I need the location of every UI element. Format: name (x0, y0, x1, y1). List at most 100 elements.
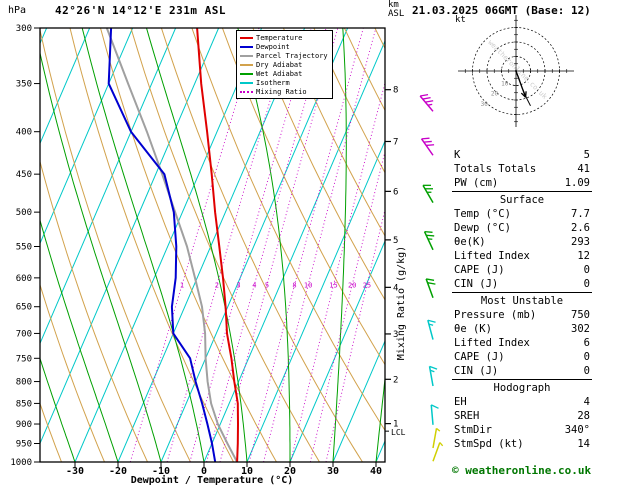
temperature-line-swatch (240, 36, 253, 39)
svg-text:1: 1 (180, 281, 184, 289)
svg-text:850: 850 (16, 399, 32, 409)
section-title: Hodograph (493, 382, 551, 394)
svg-text:3: 3 (236, 281, 240, 289)
svg-text:7: 7 (393, 137, 398, 147)
svg-text:2: 2 (215, 281, 219, 289)
stat-label: θe (K) (454, 323, 492, 335)
stat-value: 14 (577, 438, 590, 450)
svg-text:700: 700 (16, 329, 32, 339)
x-axis-label: Dewpoint / Temperature (°C) (131, 474, 294, 486)
stat-label: PW (cm) (454, 177, 499, 189)
isotherm-line-swatch (240, 81, 253, 84)
stat-row: StmSpd (kt) 14 (452, 437, 592, 451)
stat-row: EH 4 (452, 395, 592, 409)
legend-label: Parcel Trajectory (256, 51, 328, 60)
station-title: 42°26'N 14°12'E 231m ASL (55, 4, 226, 17)
legend-item-mixing: Mixing Ratio (240, 87, 329, 96)
stat-row: CIN (J) 0 (452, 364, 592, 378)
stat-value: 6 (583, 337, 590, 349)
stat-value: 28 (577, 410, 590, 422)
stat-row: PW (cm) 1.09 (452, 176, 592, 190)
svg-text:-20: -20 (109, 466, 127, 477)
svg-text:8: 8 (292, 281, 296, 289)
legend-item-wet: Wet Adiabat (240, 69, 329, 78)
stat-row: SREH 28 (452, 409, 592, 423)
stat-row: Lifted Index 6 (452, 336, 592, 350)
stat-label: StmSpd (kt) (454, 438, 524, 450)
svg-text:25: 25 (363, 281, 371, 289)
stat-row: Totals Totals 41 (452, 162, 592, 176)
pressure-unit-label: hPa (8, 5, 27, 16)
legend-item-isotherm: Isotherm (240, 78, 329, 87)
svg-text:2: 2 (393, 375, 398, 385)
svg-text:1: 1 (393, 420, 398, 430)
stat-label: K (454, 149, 461, 161)
svg-text:4: 4 (393, 283, 398, 293)
svg-text:20: 20 (491, 91, 499, 98)
stat-value: 4 (583, 396, 590, 408)
svg-text:750: 750 (16, 354, 32, 364)
svg-text:350: 350 (16, 80, 32, 90)
svg-text:950: 950 (16, 440, 32, 450)
svg-text:800: 800 (16, 378, 32, 388)
wet-line-swatch (240, 72, 253, 75)
mixing-line-swatch (240, 90, 253, 93)
svg-text:30: 30 (327, 466, 339, 477)
background-isolines (40, 28, 385, 462)
stat-value: 302 (571, 323, 590, 335)
legend-label: Dewpoint (256, 42, 290, 51)
svg-text:450: 450 (16, 170, 32, 180)
svg-text:3: 3 (393, 330, 398, 340)
stat-row: θe(K) 293 (452, 235, 592, 249)
stat-row: CAPE (J) 0 (452, 263, 592, 277)
svg-text:10: 10 (501, 80, 509, 87)
run-datetime: 21.03.2025 06GMT (Base: 12) (412, 4, 591, 17)
stat-label: Temp (°C) (454, 208, 511, 220)
svg-text:0: 0 (201, 466, 207, 477)
stat-label: θe(K) (454, 236, 486, 248)
stat-label: StmDir (454, 424, 492, 436)
stat-value: 12 (577, 250, 590, 262)
stat-value: 340° (564, 424, 590, 436)
stat-row: CAPE (J) 0 (452, 350, 592, 364)
stat-label: Totals Totals (454, 163, 537, 175)
svg-text:5: 5 (393, 236, 398, 246)
stat-row: Dewp (°C) 2.6 (452, 221, 592, 235)
dewpoint-line-swatch (240, 45, 253, 48)
svg-text:15: 15 (329, 281, 337, 289)
svg-text:1000: 1000 (10, 458, 32, 468)
stat-label: CAPE (J) (454, 351, 505, 363)
legend-item-dewpoint: Dewpoint (240, 42, 329, 51)
stat-row: Pressure (mb) 750 (452, 308, 592, 322)
legend-label: Mixing Ratio (256, 87, 307, 96)
stat-value: 750 (571, 309, 590, 321)
section-title: Surface (499, 194, 545, 206)
section-divider (452, 379, 592, 380)
stat-label: CIN (J) (454, 365, 499, 377)
section-divider (452, 292, 592, 293)
stat-value: 0 (583, 365, 590, 377)
stat-value: 0 (583, 278, 590, 290)
svg-text:20: 20 (284, 466, 296, 477)
altitude-unit-asl: ASL (388, 9, 405, 19)
legend-label: Temperature (256, 33, 303, 42)
sounding-profiles (105, 28, 239, 462)
wind-barb-column (419, 93, 444, 462)
svg-text:8: 8 (393, 86, 398, 96)
chart-frame: 3003504004505005506006507007508008509009… (10, 24, 405, 477)
svg-text:10: 10 (304, 281, 312, 289)
svg-text:900: 900 (16, 420, 32, 430)
parcel-line-swatch (240, 54, 253, 57)
svg-text:20: 20 (348, 281, 356, 289)
svg-text:-30: -30 (66, 466, 84, 477)
section-title: Most Unstable (480, 295, 564, 307)
hodograph-unit-label: kt (455, 15, 466, 25)
stat-value: 5 (583, 149, 590, 161)
legend-item-dry: Dry Adiabat (240, 60, 329, 69)
indices-panel: K 5 Totals Totals 41 PW (cm) 1.09 Surface Temp … (452, 148, 592, 451)
svg-text:30: 30 (481, 101, 489, 108)
stat-value: 7.7 (571, 208, 590, 220)
svg-text:400: 400 (16, 128, 32, 138)
stat-row: Temp (°C) 7.7 (452, 207, 592, 221)
